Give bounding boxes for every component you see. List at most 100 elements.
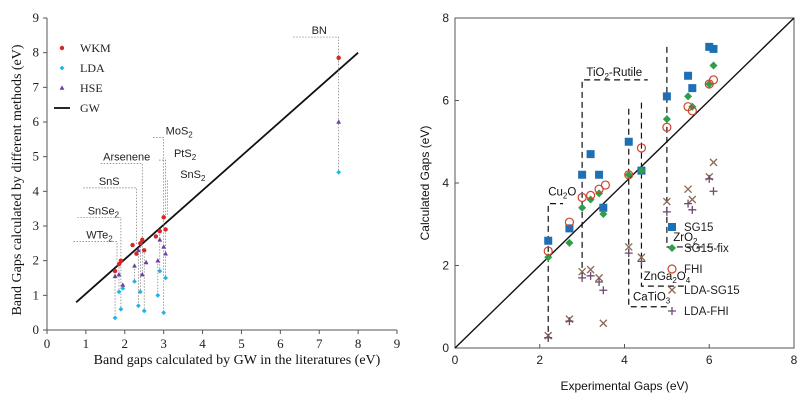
data-point-lda-sg15 [684, 185, 693, 194]
legend-swatch-lda [59, 65, 65, 71]
data-point-lda [116, 289, 122, 295]
material-leader-line [73, 241, 118, 262]
material-label: Cu2O [548, 186, 576, 200]
y-tick-label: 3 [33, 218, 40, 233]
material-label: ZrO2 [673, 232, 698, 246]
data-point-lda-fhi [709, 187, 718, 196]
material-label: SnS2 [180, 169, 206, 183]
data-point-lda [161, 310, 167, 316]
material-label: MoS2 [166, 126, 194, 140]
data-point-sg15 [662, 92, 671, 101]
y-tick-label: 5 [33, 149, 40, 164]
data-point-wkm [134, 251, 139, 256]
data-point-sg15 [624, 137, 633, 146]
data-point-fhi [624, 170, 634, 180]
data-point-hse [143, 259, 149, 265]
x-axis-label: Experimental Gaps (eV) [560, 379, 688, 393]
legend-swatch-lda-fhi [668, 307, 676, 315]
data-point-lda [132, 279, 137, 284]
data-point-sg15-fix [684, 92, 693, 101]
data-point-lda-sg15 [578, 267, 587, 276]
data-point-hse [112, 273, 118, 279]
data-point-lda-fhi [586, 271, 595, 280]
legend-swatch-sg15-fix [668, 244, 676, 252]
identity-reference-line [454, 17, 795, 349]
y-tick-label: 2 [442, 259, 449, 273]
y-axis-label: Band Gaps calculated by different method… [10, 44, 25, 315]
data-point-sg15-fix [565, 238, 574, 247]
data-point-lda-sg15 [586, 265, 595, 274]
data-point-wkm [130, 242, 135, 248]
data-point-lda-sg15 [624, 242, 633, 251]
material-bracket-line [666, 46, 718, 248]
legend-label: GW [80, 101, 101, 115]
legend-label: LDA-FHI [684, 306, 729, 318]
data-point-lda-fhi [578, 273, 587, 282]
data-point-lda-fhi [595, 278, 604, 286]
data-point-lda-sg15 [599, 319, 608, 328]
data-point-fhi [594, 184, 604, 194]
data-point-hse [157, 237, 163, 242]
data-point-lda-sg15 [709, 158, 718, 167]
data-point-lda-sg15 [595, 273, 604, 282]
data-point-wkm [140, 237, 145, 243]
x-tick-label: 3 [160, 336, 167, 351]
data-point-sg15-fix [624, 170, 633, 179]
data-point-lda-sg15 [637, 253, 646, 262]
data-point-lda-sg15 [688, 195, 697, 204]
data-point-lda-fhi [705, 174, 714, 183]
y-tick-label: 0 [442, 341, 449, 355]
x-tick-label: 8 [355, 336, 362, 351]
legend-swatch-wkm [59, 45, 65, 51]
data-point-lda-fhi [688, 205, 697, 214]
data-point-fhi [662, 122, 672, 132]
data-point-sg15 [684, 71, 693, 80]
x-tick-label: 0 [452, 353, 459, 367]
data-point-lda-fhi [624, 249, 633, 258]
x-axis-label: Band gaps calculated by GW in the litera… [94, 353, 381, 368]
data-point-hse [116, 271, 122, 277]
data-point-lda-fhi [565, 317, 574, 326]
data-point-lda [157, 268, 163, 274]
legend-swatch-fhi [667, 264, 677, 274]
data-point-fhi [577, 192, 587, 203]
x-tick-label: 2 [122, 336, 129, 351]
data-point-lda-fhi [544, 333, 553, 342]
gw-reference-line [75, 51, 359, 303]
data-point-wkm [142, 248, 147, 253]
data-point-fhi [708, 75, 719, 85]
legend-label: WKM [80, 41, 111, 55]
data-point-wkm [161, 215, 166, 220]
legend-label: SG15 [684, 222, 713, 234]
x-tick-label: 9 [394, 336, 401, 351]
material-label: BN [312, 25, 327, 37]
data-point-lda-fhi [662, 207, 671, 216]
material-label: Arsenene [103, 152, 150, 164]
y-tick-label: 4 [33, 183, 40, 198]
x-tick-label: 5 [238, 336, 245, 351]
legend-label: FHI [684, 264, 703, 276]
data-point-lda [155, 292, 161, 298]
legend-label: LDA [80, 61, 105, 75]
data-point-fhi [636, 143, 647, 153]
x-tick-label: 1 [83, 336, 90, 351]
data-point-sg15-fix [709, 61, 718, 70]
data-point-sg15-fix [662, 115, 671, 124]
y-tick-label: 8 [33, 45, 40, 60]
data-point-sg15 [709, 44, 718, 53]
y-tick-label: 1 [33, 287, 40, 302]
data-point-lda [141, 308, 147, 314]
data-point-lda [118, 306, 124, 312]
data-point-hse [135, 247, 141, 253]
data-point-lda [120, 286, 126, 291]
legend-swatch-sg15 [668, 223, 676, 231]
data-point-sg15-fix [599, 209, 608, 218]
material-leader-line [166, 180, 168, 217]
data-point-sg15 [595, 170, 604, 179]
data-point-wkm [112, 268, 118, 274]
material-label: SnSe2 [88, 205, 120, 219]
x-tick-label: 6 [277, 336, 284, 351]
material-leader-line [159, 159, 166, 219]
material-label: PtS2 [174, 148, 197, 162]
y-tick-label: 0 [33, 322, 40, 337]
